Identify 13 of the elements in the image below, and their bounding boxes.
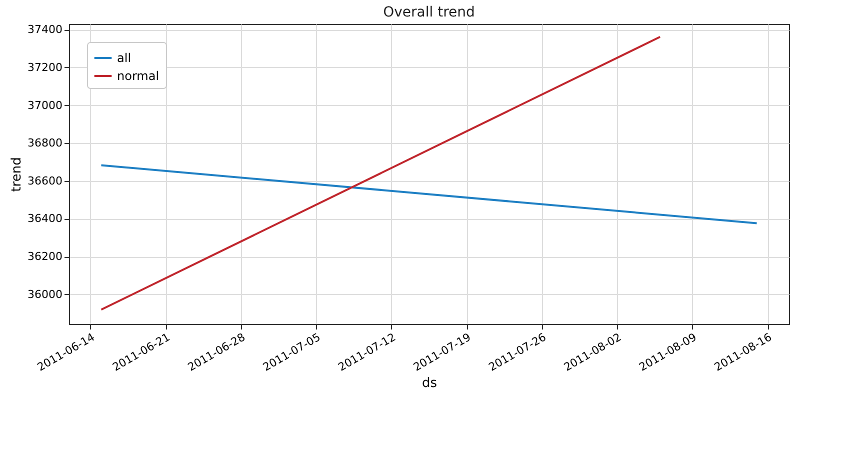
y-tick-label: 36600 (28, 174, 62, 188)
legend-label: normal (117, 69, 160, 83)
legend-label: all (117, 51, 132, 65)
y-tick-label: 36000 (28, 288, 62, 301)
y-tick-label: 37200 (28, 60, 62, 74)
y-tick-label: 37400 (28, 23, 62, 36)
y-tick-label: 36400 (28, 212, 62, 226)
y-tick-label: 37000 (28, 98, 62, 112)
y-axis-title: trend (10, 157, 25, 192)
x-axis-title: ds (422, 376, 438, 391)
y-tick-label: 36200 (28, 250, 62, 264)
y-tick-label: 36800 (28, 136, 62, 150)
chart-title: Overall trend (383, 4, 475, 21)
